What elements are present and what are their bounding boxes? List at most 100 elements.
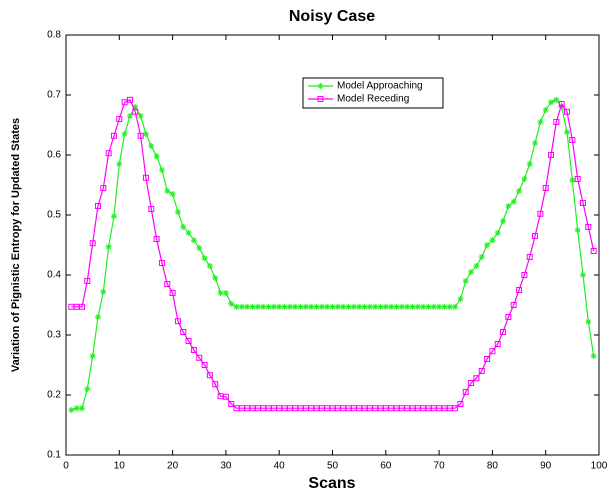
x-tick-label: 20 — [167, 461, 179, 472]
marker — [201, 255, 208, 262]
y-tick-label: 0.4 — [47, 270, 61, 281]
x-tick-label: 100 — [591, 461, 608, 472]
marker — [201, 362, 208, 368]
marker — [137, 132, 144, 139]
marker — [462, 389, 469, 395]
x-axis-label: Scans — [308, 475, 355, 492]
x-tick-label: 0 — [63, 461, 69, 472]
marker — [404, 303, 411, 310]
marker — [206, 263, 213, 269]
marker — [372, 303, 379, 310]
marker — [590, 248, 597, 254]
marker — [569, 177, 576, 184]
marker — [345, 303, 352, 310]
marker — [158, 260, 165, 266]
marker — [430, 303, 437, 310]
marker — [217, 290, 224, 296]
marker — [409, 303, 416, 310]
x-tick-label: 40 — [274, 461, 286, 472]
marker — [89, 240, 96, 247]
y-axis-label: Variation of Pignistic Entropy for Updat… — [10, 118, 22, 372]
marker — [142, 174, 149, 181]
marker — [222, 393, 229, 400]
marker — [484, 356, 491, 362]
x-tick-label: 10 — [114, 461, 126, 472]
marker — [148, 206, 155, 212]
marker — [446, 303, 453, 310]
legend-label: Model Receding — [337, 94, 409, 105]
marker — [420, 303, 427, 310]
marker — [317, 83, 324, 89]
marker — [585, 224, 592, 230]
y-tick-label: 0.6 — [47, 150, 61, 161]
marker — [260, 303, 267, 310]
marker — [94, 314, 101, 320]
marker — [100, 185, 107, 191]
marker — [494, 230, 501, 236]
marker — [212, 381, 219, 388]
x-tick-label: 50 — [327, 461, 339, 472]
marker — [126, 96, 133, 103]
marker — [190, 347, 197, 353]
marker — [137, 113, 144, 119]
marker — [569, 137, 576, 143]
marker — [484, 242, 491, 248]
marker — [105, 243, 112, 250]
marker — [356, 303, 363, 310]
marker — [548, 99, 555, 106]
marker — [542, 185, 549, 191]
x-tick-label: 90 — [540, 461, 552, 472]
y-tick-label: 0.1 — [47, 450, 61, 461]
x-tick-label: 80 — [487, 461, 499, 472]
marker — [510, 302, 517, 308]
marker — [116, 116, 123, 122]
marker — [510, 198, 517, 205]
marker — [100, 288, 107, 295]
marker — [169, 191, 176, 197]
y-tick-label: 0.7 — [47, 90, 61, 101]
marker — [361, 303, 368, 310]
x-tick-label: 70 — [434, 461, 446, 472]
marker — [249, 303, 256, 310]
marker — [489, 348, 496, 355]
marker — [180, 224, 187, 230]
marker — [153, 153, 160, 160]
marker — [302, 303, 309, 310]
chart-title: Noisy Case — [289, 8, 375, 25]
marker — [452, 405, 459, 412]
marker — [286, 303, 293, 310]
marker — [334, 303, 341, 310]
y-tick-label: 0.2 — [47, 390, 61, 401]
marker — [473, 263, 480, 269]
marker — [478, 368, 485, 374]
x-tick-label: 60 — [380, 461, 392, 472]
marker — [116, 161, 123, 167]
y-tick-label: 0.3 — [47, 330, 61, 341]
marker — [537, 210, 544, 217]
marker — [505, 203, 512, 209]
marker — [110, 213, 117, 220]
marker — [457, 401, 464, 407]
marker — [196, 245, 203, 251]
marker — [388, 303, 395, 310]
marker — [84, 278, 91, 284]
marker — [180, 329, 187, 335]
marker — [68, 407, 75, 413]
marker — [281, 303, 288, 310]
marker — [526, 254, 533, 260]
marker — [254, 303, 261, 310]
marker — [270, 303, 277, 310]
marker — [564, 108, 571, 115]
y-tick-label: 0.5 — [47, 210, 61, 221]
marker — [78, 303, 85, 310]
marker — [292, 303, 299, 310]
marker — [110, 132, 117, 139]
marker — [590, 353, 597, 359]
marker — [158, 167, 165, 173]
marker — [521, 176, 528, 182]
marker — [297, 303, 304, 310]
marker — [185, 230, 192, 236]
marker — [436, 303, 443, 310]
marker — [494, 341, 501, 347]
marker — [206, 372, 213, 379]
